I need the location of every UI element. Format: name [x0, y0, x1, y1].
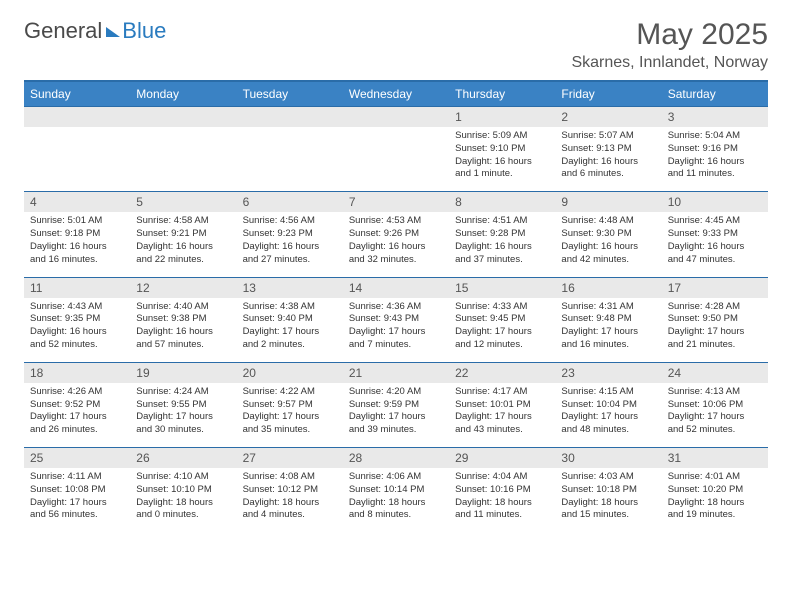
day-number: 19: [130, 362, 236, 383]
day-cell: Sunrise: 4:10 AM Sunset: 10:10 PM Daylig…: [130, 468, 236, 532]
day-cell: Sunrise: 5:07 AM Sunset: 9:13 PM Dayligh…: [555, 127, 661, 192]
day-number: 29: [449, 448, 555, 469]
title-block: May 2025 Skarnes, Innlandet, Norway: [571, 18, 768, 72]
day-cell: Sunrise: 4:53 AM Sunset: 9:26 PM Dayligh…: [343, 212, 449, 277]
day-number: 17: [662, 277, 768, 298]
day-cell: Sunrise: 4:31 AM Sunset: 9:48 PM Dayligh…: [555, 298, 661, 363]
day-number: 25: [24, 448, 130, 469]
day-number: [130, 107, 236, 128]
day-cell: Sunrise: 5:01 AM Sunset: 9:18 PM Dayligh…: [24, 212, 130, 277]
day-cell: Sunrise: 4:28 AM Sunset: 9:50 PM Dayligh…: [662, 298, 768, 363]
day-number: 27: [237, 448, 343, 469]
day-number: [343, 107, 449, 128]
day-number: 7: [343, 192, 449, 213]
day-cell: [343, 127, 449, 192]
day-cell: Sunrise: 4:40 AM Sunset: 9:38 PM Dayligh…: [130, 298, 236, 363]
day-number: 5: [130, 192, 236, 213]
page-title: May 2025: [571, 18, 768, 52]
day-cell: Sunrise: 4:36 AM Sunset: 9:43 PM Dayligh…: [343, 298, 449, 363]
day-cell: Sunrise: 4:22 AM Sunset: 9:57 PM Dayligh…: [237, 383, 343, 448]
day-data-row: Sunrise: 4:26 AM Sunset: 9:52 PM Dayligh…: [24, 383, 768, 448]
day-number: 24: [662, 362, 768, 383]
day-cell: Sunrise: 4:33 AM Sunset: 9:45 PM Dayligh…: [449, 298, 555, 363]
day-cell: Sunrise: 4:38 AM Sunset: 9:40 PM Dayligh…: [237, 298, 343, 363]
day-number: 12: [130, 277, 236, 298]
day-cell: Sunrise: 4:04 AM Sunset: 10:16 PM Daylig…: [449, 468, 555, 532]
header: General Blue May 2025 Skarnes, Innlandet…: [24, 18, 768, 72]
day-number-row: 123: [24, 107, 768, 128]
day-cell: Sunrise: 4:08 AM Sunset: 10:12 PM Daylig…: [237, 468, 343, 532]
day-cell: Sunrise: 4:43 AM Sunset: 9:35 PM Dayligh…: [24, 298, 130, 363]
location-subtitle: Skarnes, Innlandet, Norway: [571, 54, 768, 72]
day-cell: [24, 127, 130, 192]
day-cell: Sunrise: 4:13 AM Sunset: 10:06 PM Daylig…: [662, 383, 768, 448]
day-number-row: 45678910: [24, 192, 768, 213]
day-number: 1: [449, 107, 555, 128]
column-header: Tuesday: [237, 81, 343, 107]
day-cell: Sunrise: 4:26 AM Sunset: 9:52 PM Dayligh…: [24, 383, 130, 448]
day-cell: Sunrise: 4:06 AM Sunset: 10:14 PM Daylig…: [343, 468, 449, 532]
day-number: 21: [343, 362, 449, 383]
day-number: 15: [449, 277, 555, 298]
day-data-row: Sunrise: 4:11 AM Sunset: 10:08 PM Daylig…: [24, 468, 768, 532]
day-number: 28: [343, 448, 449, 469]
day-number: 10: [662, 192, 768, 213]
day-number-row: 11121314151617: [24, 277, 768, 298]
day-number-row: 18192021222324: [24, 362, 768, 383]
day-number: 2: [555, 107, 661, 128]
day-data-row: Sunrise: 5:09 AM Sunset: 9:10 PM Dayligh…: [24, 127, 768, 192]
column-header: Friday: [555, 81, 661, 107]
day-cell: Sunrise: 4:51 AM Sunset: 9:28 PM Dayligh…: [449, 212, 555, 277]
day-data-row: Sunrise: 4:43 AM Sunset: 9:35 PM Dayligh…: [24, 298, 768, 363]
day-cell: [237, 127, 343, 192]
day-cell: Sunrise: 4:17 AM Sunset: 10:01 PM Daylig…: [449, 383, 555, 448]
calendar-header: SundayMondayTuesdayWednesdayThursdayFrid…: [24, 81, 768, 107]
logo-text-2: Blue: [122, 18, 166, 43]
day-cell: Sunrise: 4:24 AM Sunset: 9:55 PM Dayligh…: [130, 383, 236, 448]
day-number: 23: [555, 362, 661, 383]
day-cell: Sunrise: 4:20 AM Sunset: 9:59 PM Dayligh…: [343, 383, 449, 448]
day-cell: Sunrise: 4:48 AM Sunset: 9:30 PM Dayligh…: [555, 212, 661, 277]
day-number: [24, 107, 130, 128]
column-header: Saturday: [662, 81, 768, 107]
calendar-table: SundayMondayTuesdayWednesdayThursdayFrid…: [24, 80, 768, 532]
day-number: 4: [24, 192, 130, 213]
day-number: 16: [555, 277, 661, 298]
day-cell: Sunrise: 5:09 AM Sunset: 9:10 PM Dayligh…: [449, 127, 555, 192]
day-cell: Sunrise: 4:45 AM Sunset: 9:33 PM Dayligh…: [662, 212, 768, 277]
day-data-row: Sunrise: 5:01 AM Sunset: 9:18 PM Dayligh…: [24, 212, 768, 277]
day-number: 8: [449, 192, 555, 213]
day-number: 30: [555, 448, 661, 469]
day-cell: Sunrise: 4:56 AM Sunset: 9:23 PM Dayligh…: [237, 212, 343, 277]
day-number: 3: [662, 107, 768, 128]
logo: General Blue: [24, 18, 166, 44]
day-number: 6: [237, 192, 343, 213]
day-cell: Sunrise: 4:03 AM Sunset: 10:18 PM Daylig…: [555, 468, 661, 532]
column-header: Wednesday: [343, 81, 449, 107]
column-header: Monday: [130, 81, 236, 107]
column-header: Sunday: [24, 81, 130, 107]
day-cell: [130, 127, 236, 192]
logo-wedge-icon: [106, 27, 120, 37]
day-number: 20: [237, 362, 343, 383]
day-cell: Sunrise: 4:11 AM Sunset: 10:08 PM Daylig…: [24, 468, 130, 532]
day-number: 13: [237, 277, 343, 298]
day-number: 31: [662, 448, 768, 469]
day-cell: Sunrise: 4:01 AM Sunset: 10:20 PM Daylig…: [662, 468, 768, 532]
day-cell: Sunrise: 4:58 AM Sunset: 9:21 PM Dayligh…: [130, 212, 236, 277]
day-number-row: 25262728293031: [24, 448, 768, 469]
day-number: 14: [343, 277, 449, 298]
day-number: 18: [24, 362, 130, 383]
day-number: 22: [449, 362, 555, 383]
day-cell: Sunrise: 5:04 AM Sunset: 9:16 PM Dayligh…: [662, 127, 768, 192]
day-number: [237, 107, 343, 128]
day-number: 9: [555, 192, 661, 213]
column-header: Thursday: [449, 81, 555, 107]
day-number: 11: [24, 277, 130, 298]
day-number: 26: [130, 448, 236, 469]
logo-text-1: General: [24, 18, 102, 44]
day-cell: Sunrise: 4:15 AM Sunset: 10:04 PM Daylig…: [555, 383, 661, 448]
